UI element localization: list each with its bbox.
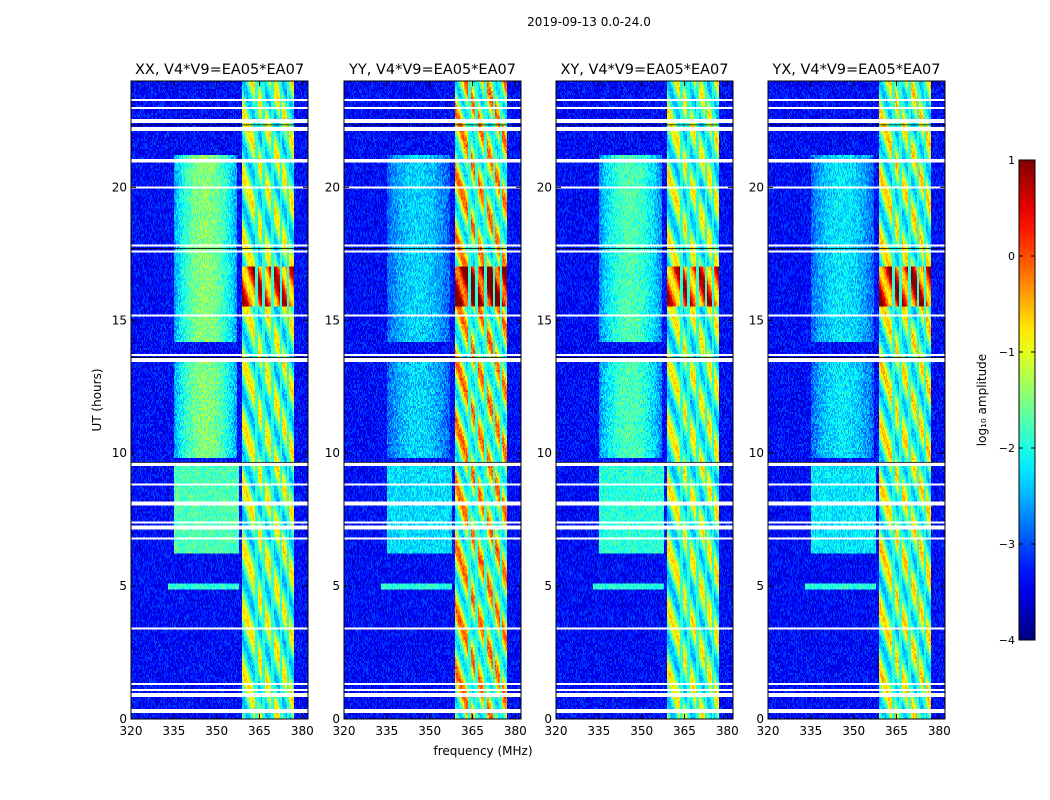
y-tick-label: 5 <box>332 579 340 593</box>
colorbar-tick-label: −1 <box>999 346 1015 359</box>
colorbar-tick-label: −3 <box>999 538 1015 551</box>
y-tick-label: 20 <box>749 180 764 194</box>
x-tick-label: 365 <box>461 724 484 738</box>
panel-title: YY, V4*V9=EA05*EA07 <box>348 62 516 78</box>
y-tick-label: 0 <box>544 712 552 726</box>
colorbar-tick-label: 1 <box>1008 154 1015 167</box>
x-tick-label: 365 <box>673 724 696 738</box>
x-tick-label: 335 <box>375 724 398 738</box>
x-tick-label: 380 <box>504 724 527 738</box>
panel-title: YX, V4*V9=EA05*EA07 <box>771 62 940 78</box>
heatmap-image <box>768 81 945 719</box>
y-tick-label: 20 <box>537 180 552 194</box>
y-tick-label: 10 <box>537 446 552 460</box>
x-tick-label: 335 <box>799 724 822 738</box>
y-tick-label: 10 <box>325 446 340 460</box>
x-tick-label: 320 <box>120 724 143 738</box>
panel-title: XY, V4*V9=EA05*EA07 <box>560 62 728 78</box>
panel-2: YY, V4*V9=EA05*EA07 320 335 350 365 380 0 5 10 15… <box>325 62 533 758</box>
panel-1: XX, V4*V9=EA05*EA07 320 335 350 365 380 0 5 10 15… <box>90 62 314 738</box>
y-tick-label: 0 <box>756 712 764 726</box>
x-tick-label: 380 <box>716 724 739 738</box>
plot-frame <box>767 80 946 720</box>
x-tick-label: 350 <box>842 724 865 738</box>
panel-4: YX, V4*V9=EA05*EA07 320 335 350 365 380 0 5 10 15… <box>749 62 951 738</box>
y-tick-label: 0 <box>119 712 127 726</box>
y-tick-label: 5 <box>119 579 127 593</box>
y-tick-label: 20 <box>325 180 340 194</box>
x-tick-label: 365 <box>248 724 271 738</box>
colorbar-tick-label: 0 <box>1008 250 1015 263</box>
figure-title: 2019-09-13 0.0-24.0 <box>527 15 651 29</box>
panels: XX, V4*V9=EA05*EA07 320 335 350 365 380 0 5 10 15… <box>90 62 951 758</box>
y-tick-label: 5 <box>544 579 552 593</box>
colorbar-label: log₁₀ amplitude <box>975 354 989 446</box>
y-tick-label: 10 <box>112 446 127 460</box>
y-tick-label: 15 <box>112 313 127 327</box>
panel-title: XX, V4*V9=EA05*EA07 <box>135 62 304 78</box>
colorbar-gradient <box>1018 159 1036 641</box>
y-axis-label: UT (hours) <box>90 368 104 431</box>
x-tick-label: 320 <box>545 724 568 738</box>
y-tick-label: 5 <box>756 579 764 593</box>
y-tick-label: 15 <box>537 313 552 327</box>
x-tick-label: 380 <box>928 724 951 738</box>
heatmap-image <box>556 81 733 719</box>
heatmap-image <box>131 81 308 719</box>
y-tick-label: 20 <box>112 180 127 194</box>
x-axis-label: frequency (MHz) <box>433 744 532 758</box>
y-tick-label: 15 <box>749 313 764 327</box>
x-tick-label: 320 <box>333 724 356 738</box>
colorbar-tick-label: −2 <box>999 442 1015 455</box>
x-tick-label: 350 <box>630 724 653 738</box>
x-tick-label: 335 <box>587 724 610 738</box>
x-tick-label: 365 <box>885 724 908 738</box>
x-tick-label: 335 <box>162 724 185 738</box>
y-tick-label: 0 <box>332 712 340 726</box>
y-tick-label: 15 <box>325 313 340 327</box>
x-tick-label: 350 <box>418 724 441 738</box>
plot-frame <box>555 80 734 720</box>
panel-3: XY, V4*V9=EA05*EA07 320 335 350 365 380 0 5 10 15… <box>537 62 739 738</box>
colorbar: 1 0 −1 −2 −3 −4 log₁₀ amplitude <box>975 154 1036 647</box>
plot-frame <box>130 80 309 720</box>
x-tick-label: 320 <box>757 724 780 738</box>
colorbar-tick-label: −4 <box>999 634 1015 647</box>
x-tick-label: 350 <box>205 724 228 738</box>
y-tick-label: 10 <box>749 446 764 460</box>
heatmap-image <box>344 81 521 719</box>
x-tick-label: 380 <box>291 724 314 738</box>
plot-frame <box>343 80 522 720</box>
